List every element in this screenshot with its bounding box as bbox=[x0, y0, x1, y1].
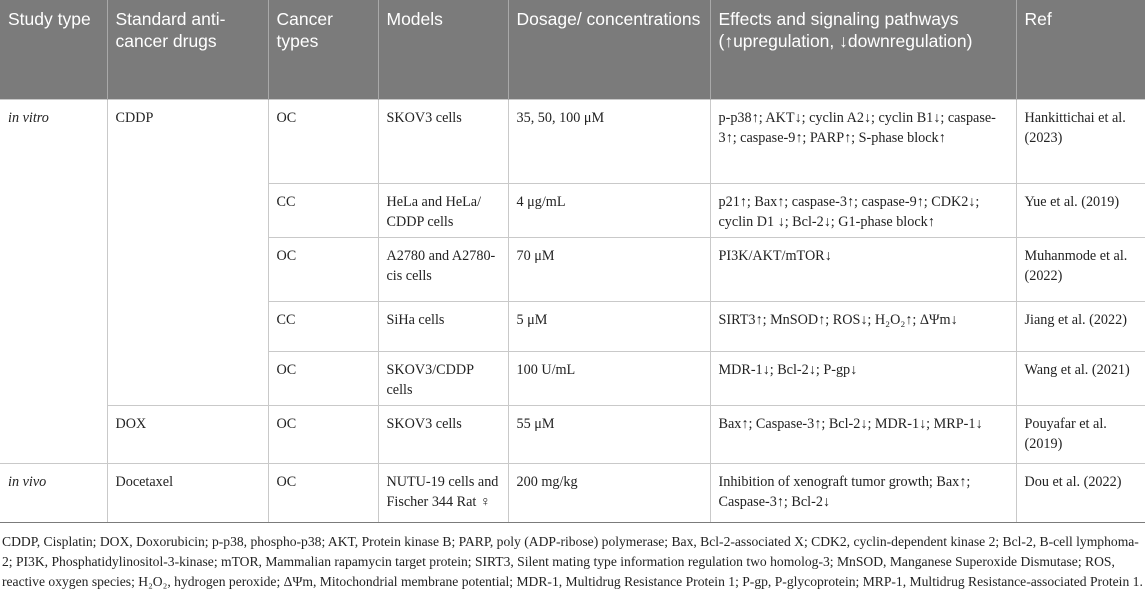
cell-effects: p21↑; Bax↑; caspase-3↑; caspase-9↑; CDK2… bbox=[710, 182, 1017, 237]
cell-dosage: 4 μg/mL bbox=[508, 182, 711, 237]
table-footnote: CDDP, Cisplatin; DOX, Doxorubicin; p-p38… bbox=[2, 533, 1143, 589]
cell-model: HeLa and HeLa/ CDDP cells bbox=[378, 182, 509, 237]
cell-drug: CDDP bbox=[107, 98, 269, 405]
cell-model: SKOV3 cells bbox=[378, 98, 509, 183]
cell-cancer-type: OC bbox=[268, 236, 379, 301]
cell-study-type: in vivo bbox=[0, 462, 108, 523]
cell-cancer-type: OC bbox=[268, 404, 379, 463]
cell-ref: Jiang et al. (2022) bbox=[1016, 300, 1145, 351]
cell-dosage: 55 μM bbox=[508, 404, 711, 463]
table-row: in vitro CDDP OC SKOV3 cells 35, 50, 100… bbox=[0, 98, 1145, 463]
table-row: DOX OC SKOV3 cells 55 μM Bax↑; Caspase-3… bbox=[0, 404, 1145, 463]
table-row: CC SiHa cells 5 μM SIRT3↑; MnSOD↑; ROS↓;… bbox=[0, 300, 1145, 351]
cell-ref: Hankittichai et al. (2023) bbox=[1016, 98, 1145, 183]
cell-model: SKOV3 cells bbox=[378, 404, 509, 463]
table-row: in vivo Docetaxel OC NUTU-19 cells and F… bbox=[0, 462, 1145, 523]
cell-effects: SIRT3↑; MnSOD↑; ROS↓; H₂O₂↑; ΔΨm↓ bbox=[710, 300, 1017, 351]
cell-effects: Inhibition of xenograft tumor growth; Ba… bbox=[710, 462, 1017, 523]
cell-effects: PI3K/AKT/mTOR↓ bbox=[710, 236, 1017, 301]
cell-dosage: 35, 50, 100 μM bbox=[508, 98, 711, 183]
cell-effects: Bax↑; Caspase-3↑; Bcl-2↓; MDR-1↓; MRP-1↓ bbox=[710, 404, 1017, 463]
cell-dosage: 5 μM bbox=[508, 300, 711, 351]
cell-dosage: 70 μM bbox=[508, 236, 711, 301]
cell-study-type: in vitro bbox=[0, 98, 108, 463]
cell-ref: Dou et al. (2022) bbox=[1016, 462, 1145, 523]
cell-ref: Yue et al. (2019) bbox=[1016, 182, 1145, 237]
cell-drug: DOX bbox=[107, 404, 269, 463]
cell-ref: Muhanmode et al. (2022) bbox=[1016, 236, 1145, 301]
data-table: Study type Standard anti-cancer drugs Ca… bbox=[0, 0, 1145, 523]
cell-cancer-type: OC bbox=[268, 350, 379, 405]
table-header: Study type Standard anti-cancer drugs Ca… bbox=[0, 0, 1145, 99]
cell-dosage: 200 mg/kg bbox=[508, 462, 711, 523]
cell-ref: Pouyafar et al. (2019) bbox=[1016, 404, 1145, 463]
cell-model: SiHa cells bbox=[378, 300, 509, 351]
header-cancer-types: Cancer types bbox=[268, 0, 379, 99]
cell-model: NUTU-19 cells and Fischer 344 Rat ♀ bbox=[378, 462, 509, 523]
table-body: in vitro CDDP OC SKOV3 cells 35, 50, 100… bbox=[0, 98, 1145, 523]
cell-effects: MDR-1↓; Bcl-2↓; P-gp↓ bbox=[710, 350, 1017, 405]
table-row: CC HeLa and HeLa/ CDDP cells 4 μg/mL p21… bbox=[0, 182, 1145, 237]
header-ref: Ref bbox=[1016, 0, 1145, 99]
header-effects: Effects and signaling pathways (↑upregul… bbox=[710, 0, 1017, 99]
header-row: Study type Standard anti-cancer drugs Ca… bbox=[0, 0, 1145, 99]
cell-model: SKOV3/CDDP cells bbox=[378, 350, 509, 405]
header-study-type: Study type bbox=[0, 0, 108, 99]
table-row: OC SKOV3/CDDP cells 100 U/mL MDR-1↓; Bcl… bbox=[0, 350, 1145, 405]
cell-dosage: 100 U/mL bbox=[508, 350, 711, 405]
cell-model: A2780 and A2780-cis cells bbox=[378, 236, 509, 301]
header-drugs: Standard anti-cancer drugs bbox=[107, 0, 269, 99]
cell-cancer-type: OC bbox=[268, 98, 379, 183]
header-models: Models bbox=[378, 0, 509, 99]
cell-cancer-type: CC bbox=[268, 182, 379, 237]
cell-effects: p-p38↑; AKT↓; cyclin A2↓; cyclin B1↓; ca… bbox=[710, 98, 1017, 183]
header-dosage: Dosage/ concentrations bbox=[508, 0, 711, 99]
cell-ref: Wang et al. (2021) bbox=[1016, 350, 1145, 405]
cell-cancer-type: OC bbox=[268, 462, 379, 523]
cell-cancer-type: CC bbox=[268, 300, 379, 351]
cell-drug: Docetaxel bbox=[107, 462, 269, 523]
table-row: OC A2780 and A2780-cis cells 70 μM PI3K/… bbox=[0, 236, 1145, 301]
